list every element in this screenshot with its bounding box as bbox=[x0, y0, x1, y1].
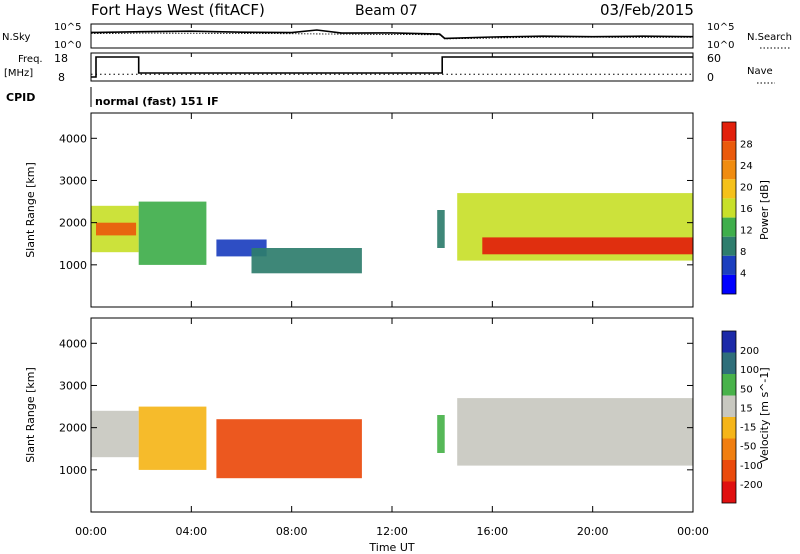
xtick-label-4: 16:00 bbox=[476, 525, 508, 538]
power-region-5 bbox=[437, 210, 445, 248]
power-swatch-5 bbox=[722, 217, 736, 237]
power-heatmap bbox=[91, 193, 693, 274]
time-axis-label: Time UT bbox=[368, 541, 414, 554]
noise-left-label: N.Sky bbox=[2, 32, 30, 43]
noise-line-1 bbox=[91, 32, 694, 40]
nave-tick-top: 60 bbox=[707, 52, 721, 65]
xtick-label-2: 08:00 bbox=[276, 525, 308, 538]
noise-tick-bottom-right: 10^0 bbox=[707, 40, 734, 51]
velocity-colorbar-label: Velocity [m s^-1] bbox=[758, 367, 771, 462]
power-region-7 bbox=[482, 237, 693, 255]
freq-line bbox=[91, 56, 693, 78]
ytick-label-0: 1000 bbox=[59, 259, 87, 272]
xtick-label-6: 00:00 bbox=[677, 525, 709, 538]
power-colorbar-tick-6: 28 bbox=[740, 140, 753, 151]
freq-unit: [MHz] bbox=[4, 68, 33, 79]
power-swatch-7 bbox=[722, 255, 736, 275]
noise-tick-top-left: 10^5 bbox=[54, 22, 81, 33]
power-swatch-1 bbox=[722, 141, 736, 161]
noise-right-label: N.Search bbox=[747, 32, 792, 43]
velocity-colorbar-tick-1: -100 bbox=[740, 461, 763, 472]
noise-series bbox=[91, 29, 694, 40]
velocity-colorbar-tick-4: 15 bbox=[740, 403, 753, 414]
power-colorbar-tick-3: 16 bbox=[740, 204, 753, 215]
cpid-label: CPID bbox=[6, 91, 35, 104]
ytick-label-1: 2000 bbox=[59, 422, 87, 435]
velocity-swatch-1 bbox=[722, 352, 736, 374]
power-colorbar-frame bbox=[721, 121, 737, 295]
xtick-label-1: 04:00 bbox=[175, 525, 207, 538]
ytick-label-3: 4000 bbox=[59, 132, 87, 145]
velocity-swatch-7 bbox=[722, 481, 736, 503]
ytick-label-1: 2000 bbox=[59, 217, 87, 230]
velocity-region-2 bbox=[216, 419, 362, 479]
freq-label: Freq. bbox=[18, 54, 43, 65]
velocity-region-0 bbox=[91, 410, 139, 458]
power-swatch-2 bbox=[722, 160, 736, 180]
power-colorbar-label: Power [dB] bbox=[758, 180, 771, 240]
velocity-swatch-6 bbox=[722, 460, 736, 482]
power-colorbar-tick-1: 8 bbox=[740, 247, 746, 258]
noise-line-0 bbox=[91, 29, 694, 40]
power-swatch-8 bbox=[722, 274, 736, 294]
freq-series bbox=[91, 56, 693, 78]
noise-tick-top-right: 10^5 bbox=[707, 22, 734, 33]
power-swatch-4 bbox=[722, 198, 736, 218]
velocity-colorbar-tick-6: 100 bbox=[740, 365, 759, 376]
power-swatch-6 bbox=[722, 236, 736, 256]
velocity-colorbar-tick-2: -50 bbox=[740, 442, 756, 453]
freq-tick-top: 18 bbox=[54, 52, 68, 65]
velocity-colorbar-tick-0: -200 bbox=[740, 480, 763, 491]
power-region-1 bbox=[96, 222, 137, 236]
velocity-axis: 1000 2000 3000 4000 bbox=[59, 337, 693, 477]
xtick-label-5: 20:00 bbox=[577, 525, 609, 538]
mode-label: normal (fast) 151 IF bbox=[95, 95, 219, 108]
velocity-colorbar-tick-3: -15 bbox=[740, 423, 756, 434]
velocity-swatch-5 bbox=[722, 438, 736, 460]
ytick-label-2: 3000 bbox=[59, 174, 87, 187]
power-axis: 1000 2000 3000 4000 bbox=[59, 132, 693, 272]
date-label: 03/Feb/2015 bbox=[600, 1, 694, 19]
beam-label: Beam 07 bbox=[355, 3, 418, 19]
xtick-label-3: 12:00 bbox=[376, 525, 408, 538]
power-colorbar-tick-5: 24 bbox=[740, 161, 753, 172]
velocity-region-3 bbox=[437, 415, 445, 453]
velocity-swatch-3 bbox=[722, 395, 736, 417]
velocity-region-4 bbox=[457, 398, 693, 466]
nave-label: Nave bbox=[747, 66, 773, 77]
ytick-label-3: 4000 bbox=[59, 337, 87, 350]
velocity-colorbar: -200 -100 -50 -15 15 50 100 200 bbox=[721, 330, 763, 504]
time-axis: 00:00 04:00 08:00 12:00 16:00 20:00 00:00 bbox=[75, 24, 709, 538]
power-swatch-0 bbox=[722, 122, 736, 142]
velocity-ylabel: Slant Range [km] bbox=[24, 367, 37, 463]
power-colorbar-tick-2: 12 bbox=[740, 226, 753, 237]
power-swatch-3 bbox=[722, 179, 736, 199]
xtick-label-0: 00:00 bbox=[75, 525, 107, 538]
power-colorbar-tick-4: 20 bbox=[740, 183, 753, 194]
velocity-region-1 bbox=[138, 406, 207, 470]
ytick-label-2: 3000 bbox=[59, 379, 87, 392]
velocity-swatch-2 bbox=[722, 374, 736, 396]
power-colorbar: 4 8 12 16 20 24 28 bbox=[721, 121, 753, 295]
nave-tick-bottom: 0 bbox=[707, 71, 714, 84]
freq-tick-bottom: 8 bbox=[58, 71, 65, 84]
power-colorbar-tick-0: 4 bbox=[740, 269, 746, 280]
power-region-2 bbox=[138, 201, 207, 265]
velocity-colorbar-tick-7: 200 bbox=[740, 346, 759, 357]
noise-tick-bottom-left: 10^0 bbox=[54, 40, 81, 51]
power-region-4 bbox=[251, 248, 362, 274]
plot-title: Fort Hays West (fitACF) bbox=[91, 1, 265, 19]
velocity-colorbar-tick-5: 50 bbox=[740, 384, 753, 395]
velocity-colorbar-frame bbox=[721, 330, 737, 504]
power-ylabel: Slant Range [km] bbox=[24, 162, 37, 258]
velocity-swatch-4 bbox=[722, 417, 736, 439]
velocity-heatmap bbox=[91, 398, 693, 479]
velocity-swatch-0 bbox=[722, 331, 736, 353]
ytick-label-0: 1000 bbox=[59, 464, 87, 477]
